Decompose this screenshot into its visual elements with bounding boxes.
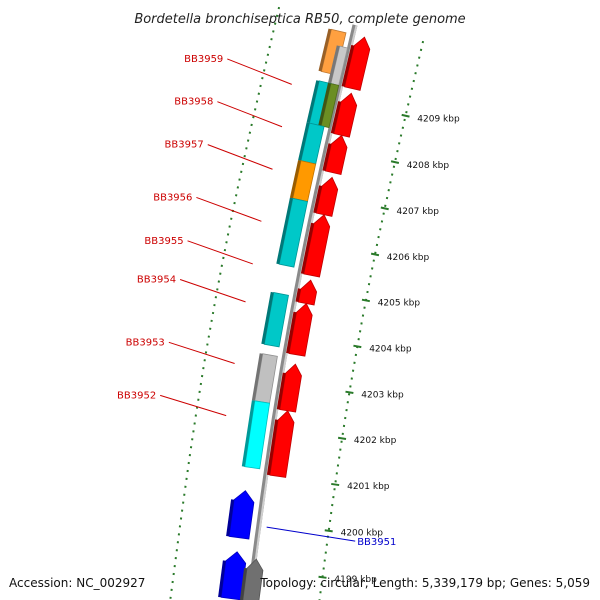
gene-feature[interactable]	[276, 197, 308, 268]
gene-feature-shadow	[322, 143, 332, 171]
tick-mark	[324, 529, 333, 533]
gene-feature[interactable]	[298, 122, 325, 165]
gene-feature[interactable]	[218, 551, 247, 600]
gene-label[interactable]: BB3958	[174, 97, 213, 108]
gene-label[interactable]: BB3954	[137, 275, 176, 286]
gene-feature[interactable]	[330, 92, 358, 138]
tick-mark	[370, 252, 380, 257]
gene-feature[interactable]	[295, 279, 318, 306]
gene-label[interactable]: BB3957	[165, 140, 204, 151]
gene-label[interactable]: BB3955	[144, 236, 183, 247]
gene-feature-body[interactable]	[279, 363, 302, 413]
gene-feature[interactable]	[261, 291, 289, 348]
gene-label[interactable]: BB3951	[357, 537, 396, 548]
tick-mark	[401, 113, 410, 118]
gene-feature-shadow	[239, 567, 247, 600]
gene-label[interactable]: BB3956	[153, 192, 192, 203]
gene-feature-shadow	[261, 291, 274, 345]
gene-feature-body[interactable]	[263, 292, 289, 348]
gene-feature-body[interactable]	[228, 490, 255, 540]
tick-label: 4209 kbp	[417, 115, 460, 125]
gene-feature-shadow	[328, 45, 340, 84]
gene-label-leader	[160, 394, 227, 417]
gene-feature[interactable]	[286, 302, 313, 357]
gene-feature-shadow	[298, 122, 310, 161]
gene-label[interactable]: BB3953	[126, 337, 165, 348]
gene-label-leader	[207, 144, 273, 170]
gene-feature[interactable]	[251, 353, 278, 404]
gene-feature-shadow	[318, 82, 331, 126]
gene-label-leader	[196, 196, 262, 222]
gene-feature-shadow	[286, 311, 297, 354]
gene-feature-shadow	[330, 101, 342, 134]
gene-feature-shadow	[318, 28, 332, 72]
gene-feature-body[interactable]	[269, 410, 295, 478]
gene-label-leader	[266, 526, 356, 542]
gene-feature-shadow	[306, 80, 320, 124]
gene-feature-shadow	[226, 499, 235, 537]
gene-feature-shadow	[218, 560, 226, 598]
gene-feature-body[interactable]	[297, 279, 318, 306]
gene-feature-body[interactable]	[244, 400, 271, 470]
gene-feature[interactable]	[318, 82, 340, 129]
gene-label-leader	[217, 101, 283, 128]
gene-feature-shadow	[241, 400, 255, 467]
gene-label-leader	[168, 341, 235, 365]
gene-feature[interactable]	[341, 36, 371, 91]
tick-label: 4207 kbp	[397, 207, 440, 217]
gene-feature[interactable]	[322, 134, 348, 175]
left-dotted-guide	[169, 6, 281, 600]
gene-label[interactable]: BB3952	[117, 390, 156, 401]
gene-feature-shadow	[341, 44, 355, 87]
feature-layer	[218, 28, 371, 600]
tick-label: 4202 kbp	[354, 436, 397, 446]
gene-feature-shadow	[266, 419, 279, 476]
gene-feature-shadow	[276, 372, 286, 410]
gene-label[interactable]: BB3959	[184, 54, 223, 65]
gene-label-layer: BB3959 BB3958 BB3957 BB3956 BB3955 BB3954 BB39…	[117, 54, 396, 548]
gene-feature-shadow	[251, 353, 263, 401]
tick-mark	[380, 206, 389, 211]
gene-feature[interactable]	[276, 363, 302, 413]
backbone-line	[246, 24, 358, 600]
gene-feature-shadow	[313, 185, 323, 214]
tick-label: 4200 kbp	[341, 528, 384, 538]
gene-feature-body[interactable]	[278, 197, 308, 268]
tick-label: 4205 kbp	[378, 299, 421, 309]
tick-label: 4201 kbp	[347, 482, 390, 492]
accession-text: Accession: NC_002927	[9, 576, 145, 590]
tick-label: 4204 kbp	[369, 345, 412, 355]
gene-feature-shadow	[295, 288, 301, 302]
gene-feature[interactable]	[313, 176, 339, 217]
tick-label: 4199 kbp	[334, 575, 377, 585]
gene-feature[interactable]	[226, 490, 255, 540]
tick-mark	[390, 160, 400, 164]
tick-mark	[331, 482, 340, 487]
map-title: Bordetella bronchiseptica RB50, complete…	[134, 12, 465, 27]
tick-label: 4206 kbp	[387, 253, 430, 263]
gene-feature-shadow	[276, 197, 293, 265]
gene-feature[interactable]	[300, 214, 331, 278]
gene-feature-shadow	[300, 222, 315, 274]
gene-feature[interactable]	[239, 558, 264, 600]
gene-label-leader	[179, 279, 246, 303]
tick-ruler: 4209 kbp 4208 kbp 4207 kbp 4206 kbp 4205 kbp…	[318, 113, 460, 585]
gene-label-leader	[227, 58, 292, 85]
gene-feature[interactable]	[289, 160, 317, 202]
tick-mark	[345, 390, 354, 394]
topology-summary: Topology: circular; Length: 5,339,179 bp…	[259, 576, 590, 590]
tick-label: 4203 kbp	[361, 390, 404, 400]
gene-feature-shadow	[289, 160, 301, 199]
gene-label-leader	[187, 240, 253, 265]
gene-feature[interactable]	[241, 400, 271, 470]
tick-mark	[337, 436, 347, 440]
gene-feature[interactable]	[266, 410, 295, 478]
tick-label: 4208 kbp	[407, 161, 450, 171]
guide-dotted-line	[169, 6, 425, 600]
